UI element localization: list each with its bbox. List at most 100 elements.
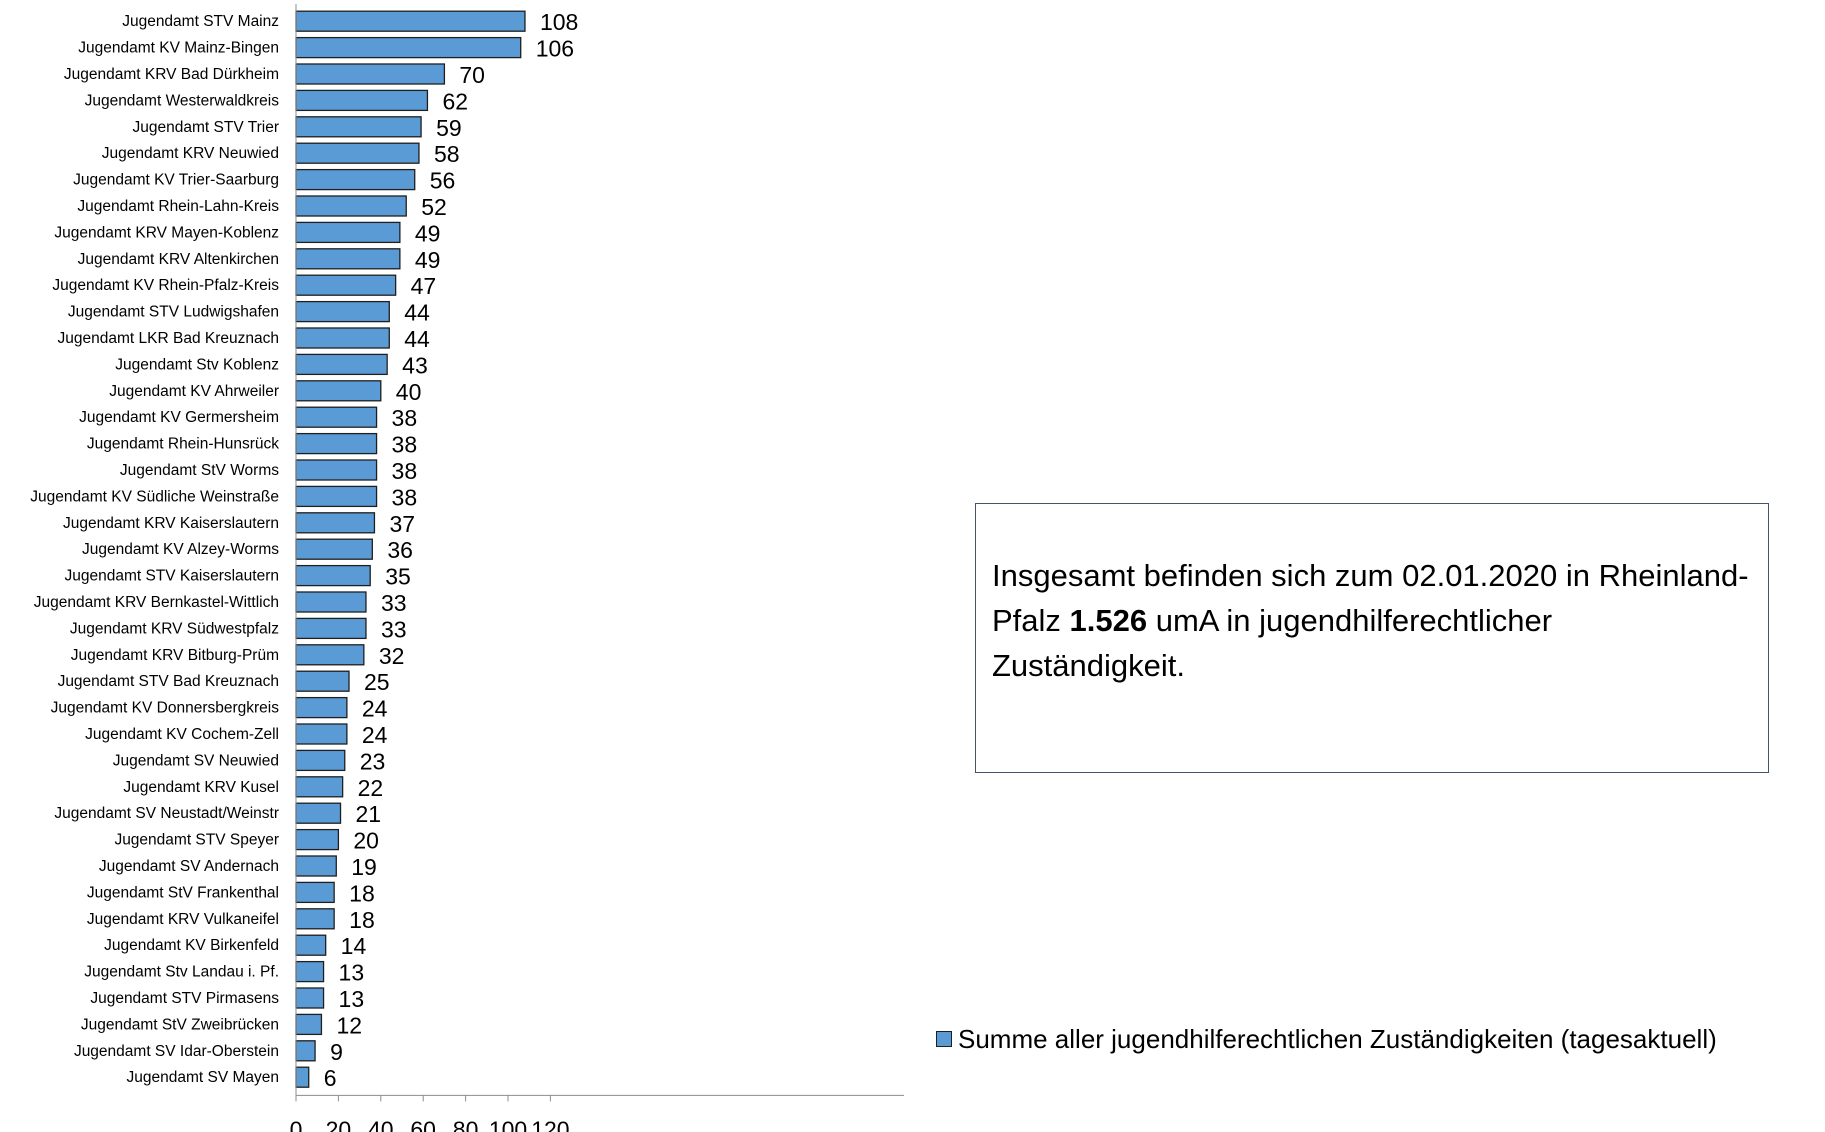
category-label: Jugendamt KRV Südwestpfalz (70, 620, 279, 637)
data-label: 6 (324, 1065, 337, 1091)
category-label: Jugendamt StV Frankenthal (87, 884, 279, 901)
category-label: Jugendamt SV Andernach (99, 858, 279, 875)
bar (295, 353, 388, 376)
category-label: Jugendamt KRV Altenkirchen (78, 251, 279, 268)
bar (295, 89, 429, 112)
summary-text-before: Insgesamt befinden sich zum 02.01.2020 i… (992, 558, 1749, 638)
category-label: Jugendamt STV Pirmasens (90, 990, 279, 1007)
x-tick-label: 100 (489, 1116, 527, 1132)
x-tick-label: 40 (368, 1116, 394, 1132)
category-label: Jugendamt KV Mainz-Bingen (78, 40, 279, 57)
bar (295, 221, 401, 244)
category-label: Jugendamt KV Südliche Weinstraße (30, 488, 279, 505)
bar (295, 855, 337, 877)
data-label: 12 (336, 1012, 362, 1038)
bar (295, 36, 522, 59)
bar (295, 802, 342, 824)
data-label: 38 (392, 405, 418, 431)
data-label: 58 (434, 141, 460, 167)
bar (295, 380, 382, 402)
category-label: Jugendamt KV Birkenfeld (104, 937, 279, 954)
category-label: Jugendamt KV Germersheim (79, 409, 279, 426)
data-label: 24 (362, 696, 388, 722)
category-label: Jugendamt KRV Bernkastel-Wittlich (34, 594, 279, 611)
bar (295, 617, 367, 640)
x-tick-label: 20 (326, 1116, 352, 1132)
summary-total-value: 1.526 (1069, 603, 1148, 638)
data-label: 40 (396, 379, 422, 405)
category-label: Jugendamt STV Trier (133, 119, 279, 136)
data-label: 70 (459, 62, 485, 88)
bar (295, 142, 420, 164)
x-axis: 0 20 40 60 80 100 120 (290, 4, 904, 1132)
data-label: 25 (364, 669, 390, 695)
bar (295, 828, 340, 851)
data-label: 23 (360, 748, 386, 774)
bar (295, 1066, 310, 1088)
bar (295, 723, 348, 745)
x-tick-label: 0 (290, 1116, 303, 1132)
data-label: 33 (381, 590, 407, 616)
data-label: 44 (404, 300, 430, 326)
bar (295, 10, 526, 32)
bar (295, 459, 378, 481)
bar (295, 934, 327, 956)
data-label: 49 (415, 247, 441, 273)
category-label: Jugendamt STV Speyer (114, 832, 279, 849)
x-tick-label: 80 (453, 1116, 479, 1132)
bar (295, 248, 401, 270)
data-labels: 1081067062595856524949474444434038383838… (324, 9, 579, 1091)
bar (295, 749, 346, 772)
category-label: Jugendamt Stv Koblenz (115, 356, 279, 373)
x-tick-label: 60 (410, 1116, 436, 1132)
bar (295, 696, 348, 719)
category-label: Jugendamt KV Cochem-Zell (85, 726, 279, 743)
data-label: 56 (430, 168, 456, 194)
category-label: Jugendamt STV Bad Kreuznach (58, 673, 279, 690)
data-label: 32 (379, 643, 405, 669)
category-label: Jugendamt KRV Mayen-Koblenz (54, 224, 279, 241)
data-label: 52 (421, 194, 447, 220)
bar (295, 987, 325, 1009)
category-label: Jugendamt KV Ahrweiler (109, 383, 279, 400)
data-label: 59 (436, 115, 462, 141)
category-label: Jugendamt Rhein-Hunsrück (87, 436, 279, 453)
data-label: 22 (358, 775, 384, 801)
category-label: Jugendamt KRV Kaiserslautern (63, 515, 279, 532)
category-label: Jugendamt KRV Neuwied (102, 145, 279, 162)
bar (295, 960, 325, 983)
summary-annotation-text: Insgesamt befinden sich zum 02.01.2020 i… (992, 553, 1752, 688)
category-label: Jugendamt KV Trier-Saarburg (73, 172, 279, 189)
bar (295, 406, 378, 428)
data-label: 13 (339, 986, 365, 1012)
x-tick-label: 120 (531, 1116, 569, 1132)
bar (295, 274, 397, 296)
bar (295, 644, 365, 666)
data-label: 43 (402, 352, 428, 378)
data-label: 36 (387, 537, 413, 563)
data-label: 13 (339, 960, 365, 986)
bar (295, 116, 422, 138)
category-label: Jugendamt SV Mayen (126, 1069, 279, 1086)
data-label: 37 (389, 511, 415, 537)
category-label: Jugendamt KRV Vulkaneifel (87, 911, 279, 928)
bar (295, 538, 373, 560)
data-label: 38 (392, 458, 418, 484)
data-label: 44 (404, 326, 430, 352)
category-label: Jugendamt STV Kaiserslautern (64, 568, 279, 585)
category-label: Jugendamt KRV Bad Dürkheim (64, 66, 279, 83)
category-label: Jugendamt LKR Bad Kreuznach (58, 330, 279, 347)
data-label: 35 (385, 564, 411, 590)
category-label: Jugendamt SV Idar-Oberstein (74, 1043, 279, 1060)
bar (295, 300, 390, 323)
bar (295, 776, 344, 798)
bar (295, 195, 407, 217)
summary-annotation-box: Insgesamt befinden sich zum 02.01.2020 i… (975, 503, 1769, 773)
category-label: Jugendamt KRV Kusel (123, 779, 279, 796)
data-label: 19 (351, 854, 377, 880)
bar (295, 881, 335, 904)
data-label: 47 (411, 273, 437, 299)
data-label: 14 (341, 933, 367, 959)
category-label: Jugendamt STV Mainz (122, 13, 279, 30)
data-label: 62 (442, 88, 468, 114)
